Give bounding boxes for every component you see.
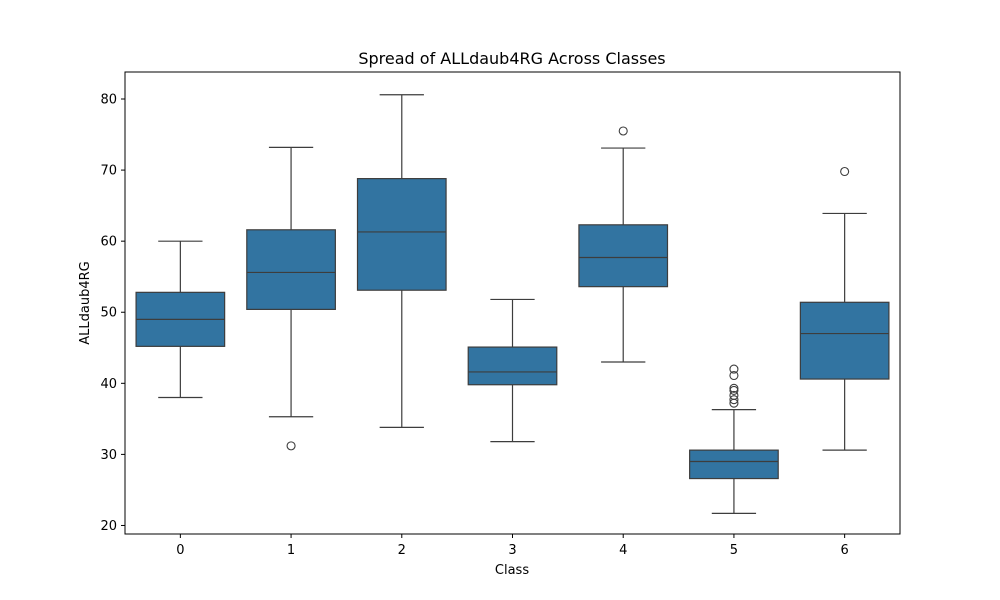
outlier-point (286, 441, 296, 451)
y-tick-label: 60 (100, 235, 117, 250)
outlier-point (729, 364, 739, 374)
box-class-4 (578, 224, 669, 288)
y-tick-label: 70 (100, 164, 117, 179)
box-class-6 (799, 301, 890, 380)
outlier-point (729, 390, 739, 400)
outlier-point (618, 126, 628, 136)
x-tick-label: 1 (287, 543, 295, 558)
x-tick-label: 6 (841, 543, 849, 558)
outlier-point (840, 166, 850, 177)
chart-title: Spread of ALLdaub4RG Across Classes (358, 49, 665, 68)
outlier-point (729, 383, 739, 393)
x-tick-label: 2 (398, 543, 406, 558)
outlier-point (729, 370, 739, 381)
plot-area (135, 94, 890, 514)
y-tick-label: 40 (100, 377, 117, 392)
x-tick-label: 4 (619, 543, 627, 558)
y-axis-title: ALLdaub4RG (78, 261, 93, 344)
x-tick-label: 0 (176, 543, 184, 558)
x-tick-label: 5 (730, 543, 738, 558)
y-tick-label: 30 (100, 448, 117, 463)
y-tick-label: 80 (100, 93, 117, 108)
box-class-5 (689, 449, 779, 480)
y-tick-label: 20 (100, 519, 117, 534)
outlier-point (729, 395, 739, 405)
box-class-2 (356, 178, 447, 291)
x-tick-label: 3 (508, 543, 516, 558)
y-tick-label: 50 (100, 306, 117, 321)
box-class-3 (467, 346, 558, 386)
box-class-1 (246, 229, 336, 310)
x-axis-title: Class (495, 563, 529, 578)
